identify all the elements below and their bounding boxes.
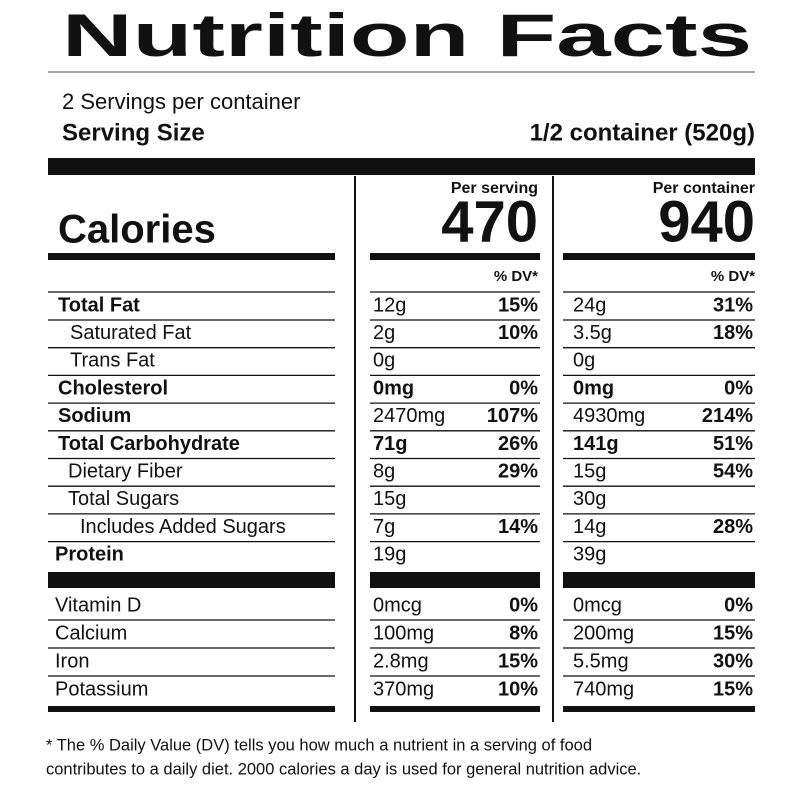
container-amount: 141g [573, 433, 619, 455]
nutrient-name: Includes Added Sugars [80, 516, 286, 538]
container-amount: 0g [573, 350, 595, 372]
nutrient-name: Iron [55, 650, 89, 672]
serving-amount: 2470mg [373, 405, 445, 427]
nutrient-name: Total Sugars [68, 488, 179, 510]
thick-bar [563, 253, 755, 260]
dv-header: % DV* [711, 268, 755, 285]
thick-bar [48, 572, 335, 588]
container-dv: 31% [713, 294, 753, 316]
container-amount: 14g [573, 516, 606, 538]
serving-amount: 370mg [373, 678, 434, 700]
nutrient-name: Calcium [55, 622, 127, 644]
nutrient-name: Sodium [58, 405, 131, 427]
container-amount: 740mg [573, 678, 634, 700]
serving-dv: 10% [498, 322, 538, 344]
container-amount: 0mg [573, 377, 614, 399]
container-dv: 0% [724, 594, 753, 616]
container-amount: 24g [573, 294, 606, 316]
serving-amount: 7g [373, 516, 395, 538]
thick-bar [563, 706, 755, 712]
serving-dv: 107% [487, 405, 538, 427]
thick-bar [48, 706, 335, 712]
serving-amount: 0g [373, 350, 395, 372]
serving-amount: 19g [373, 544, 406, 566]
serving-dv: 29% [498, 460, 538, 482]
thick-bar [370, 572, 540, 588]
serving-amount: 71g [373, 433, 407, 455]
serving-amount: 100mg [373, 622, 434, 644]
serving-amount: 0mcg [373, 594, 422, 616]
serving-dv: 26% [498, 433, 538, 455]
nutrient-name: Protein [55, 544, 124, 566]
serving-size-label: Serving Size [62, 119, 205, 146]
serving-dv: 0% [509, 377, 538, 399]
container-dv: 28% [713, 516, 753, 538]
nutrient-name: Dietary Fiber [68, 460, 183, 482]
thick-bar [370, 706, 540, 712]
per-container-label: Per container [653, 180, 755, 197]
container-amount: 15g [573, 460, 606, 482]
container-dv: 18% [713, 322, 753, 344]
per-container-calories: 940 [658, 189, 755, 254]
serving-dv: 14% [498, 516, 538, 538]
container-amount: 0mcg [573, 594, 622, 616]
serving-amount: 8g [373, 460, 395, 482]
per-serving-calories: 470 [441, 189, 538, 254]
container-dv: 0% [724, 377, 753, 399]
container-amount: 3.5g [573, 322, 612, 344]
container-dv: 214% [702, 405, 753, 427]
nutrient-name: Vitamin D [55, 594, 141, 616]
serving-amount: 2.8mg [373, 650, 429, 672]
thick-bar [370, 253, 540, 260]
container-dv: 51% [713, 433, 753, 455]
nutrient-name: Trans Fat [70, 350, 155, 372]
thick-bar [563, 572, 755, 588]
container-amount: 30g [573, 488, 606, 510]
nutrient-name: Cholesterol [58, 377, 168, 399]
container-amount: 200mg [573, 622, 634, 644]
serving-dv: 15% [498, 294, 538, 316]
serving-dv: 8% [509, 622, 538, 644]
serving-size-value: 1/2 container (520g) [530, 119, 755, 146]
serving-dv: 0% [509, 594, 538, 616]
serving-amount: 12g [373, 294, 406, 316]
serving-amount: 0mg [373, 377, 414, 399]
container-amount: 4930mg [573, 405, 645, 427]
nutrient-name: Total Fat [58, 294, 140, 316]
container-dv: 15% [713, 622, 753, 644]
nutrient-name: Saturated Fat [70, 322, 192, 344]
container-dv: 30% [713, 650, 753, 672]
serving-amount: 2g [373, 322, 395, 344]
container-amount: 5.5mg [573, 650, 629, 672]
serving-dv: 15% [498, 650, 538, 672]
container-dv: 54% [713, 460, 753, 482]
calories-label: Calories [58, 208, 216, 252]
footnote: contributes to a daily diet. 2000 calori… [46, 760, 641, 778]
dv-header: % DV* [494, 268, 538, 285]
thick-bar [48, 253, 335, 260]
nutrient-name: Potassium [55, 678, 148, 700]
footnote: * The % Daily Value (DV) tells you how m… [46, 736, 592, 754]
servings: 2 Servings per container [62, 89, 300, 114]
serving-dv: 10% [498, 678, 538, 700]
container-amount: 39g [573, 544, 606, 566]
thick-bar [48, 158, 755, 175]
title: Nutrition Facts [62, 2, 752, 69]
serving-amount: 15g [373, 488, 406, 510]
per-serving-label: Per serving [451, 180, 538, 197]
container-dv: 15% [713, 678, 753, 700]
nutrient-name: Total Carbohydrate [58, 433, 240, 455]
